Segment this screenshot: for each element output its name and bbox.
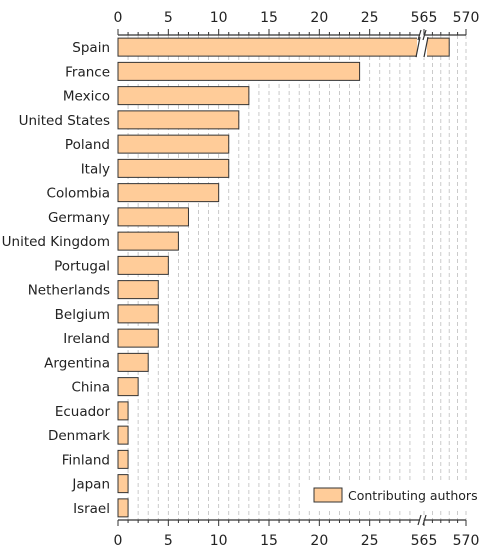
grid-lines: [127, 35, 467, 520]
bar: [117, 37, 421, 57]
tick-label: 25: [361, 533, 379, 549]
category-label: Poland: [65, 137, 110, 153]
bar: [117, 110, 240, 130]
legend-swatch: [313, 487, 343, 503]
bar: [117, 401, 129, 421]
bar: [117, 207, 189, 227]
legend: Contributing authors: [308, 482, 478, 508]
category-label: Denmark: [48, 428, 110, 444]
bar: [117, 352, 149, 372]
tick-label: 0: [114, 10, 123, 26]
category-label: Netherlands: [28, 283, 110, 299]
axis-break-mark: [417, 29, 422, 41]
bars: [117, 36, 450, 518]
bar: [117, 474, 129, 494]
category-label: United States: [19, 113, 110, 129]
axes: 0 5 10 15 20 25 565 570 0 5 10 15 20 25 565 570: [114, 10, 480, 549]
bar: [117, 134, 230, 154]
bar-break-mark: [423, 37, 429, 58]
tick-label: 15: [260, 533, 278, 549]
tick-label: 10: [210, 10, 228, 26]
tick-label: 565: [411, 10, 438, 26]
category-label: Ecuador: [55, 404, 111, 420]
category-label: Japan: [71, 477, 110, 493]
tick-label: 0: [114, 533, 123, 549]
category-label: Ireland: [63, 331, 110, 347]
category-labels: Spain France Mexico United States Poland Ital…: [2, 40, 111, 517]
bar: [117, 183, 220, 203]
bar: [117, 61, 361, 81]
bar: [117, 280, 159, 300]
category-label: Germany: [48, 210, 110, 226]
bar: [117, 449, 129, 469]
category-label: United Kingdom: [2, 234, 110, 250]
category-label: Portugal: [54, 258, 110, 274]
bar: [117, 158, 230, 178]
legend-label: Contributing authors: [348, 488, 478, 503]
category-label: Belgium: [55, 307, 110, 323]
category-label: Mexico: [63, 89, 110, 105]
category-label: Israel: [73, 501, 110, 517]
bar-break-gap: [417, 36, 427, 59]
category-label: Colombia: [47, 186, 110, 202]
category-label: Italy: [81, 161, 110, 177]
tick-label: 10: [210, 533, 228, 549]
tick-label: 20: [310, 10, 328, 26]
tick-label: 570: [453, 10, 480, 26]
bar: [117, 328, 159, 348]
bar: [117, 304, 159, 324]
tick-label: 565: [411, 533, 438, 549]
category-label: Finland: [62, 452, 110, 468]
tick-label: 20: [310, 533, 328, 549]
bar: [117, 255, 169, 275]
tick-label: 5: [164, 10, 173, 26]
tick-label: 5: [164, 533, 173, 549]
category-label: China: [71, 380, 110, 396]
tick-label: 15: [260, 10, 278, 26]
bar: [117, 231, 179, 251]
category-label: Argentina: [44, 355, 110, 371]
category-label: France: [65, 64, 110, 80]
bar: [117, 377, 139, 397]
bar-break-mark: [415, 37, 421, 58]
axis-break-mark: [417, 514, 422, 526]
category-label: Spain: [72, 40, 110, 56]
bar: [117, 86, 250, 106]
bar: [117, 425, 129, 445]
tick-label: 570: [453, 533, 480, 549]
tick-label: 25: [361, 10, 379, 26]
bar: [117, 498, 129, 518]
